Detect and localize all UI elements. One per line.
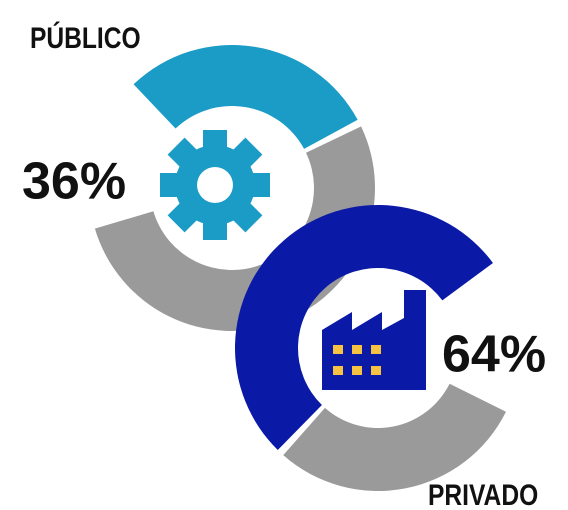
value-arc — [133, 45, 358, 149]
public-title: PÚBLICO — [30, 21, 141, 55]
private-title: PRIVADO — [428, 478, 538, 510]
factory-icon — [322, 290, 426, 390]
public-percent: 36% — [22, 153, 126, 211]
private-ring — [234, 204, 506, 491]
private-percent: 64% — [442, 326, 546, 384]
rest-arc — [283, 383, 506, 491]
gear-icon — [160, 130, 270, 240]
value-arc — [234, 204, 493, 450]
